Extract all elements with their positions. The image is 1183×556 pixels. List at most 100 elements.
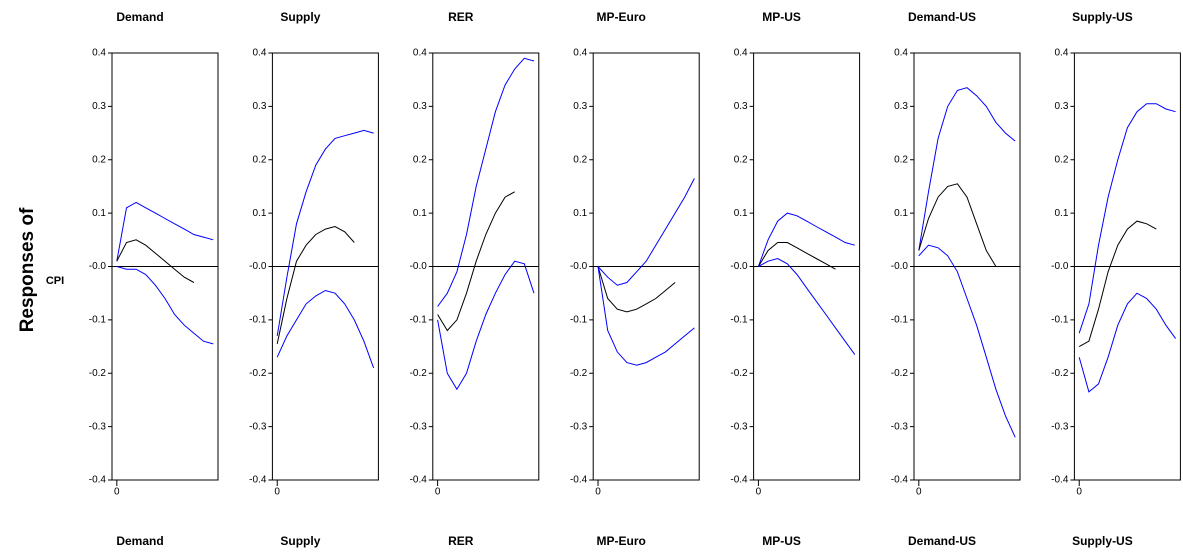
x-axis-title: Supply-US — [1072, 534, 1133, 548]
panel-title: Supply-US — [1072, 10, 1133, 24]
response-line — [116, 201, 214, 262]
x-axis-title: Supply — [280, 534, 320, 548]
x-tick-label: 0 — [1076, 487, 1082, 498]
x-axis-title: Demand — [116, 534, 163, 548]
y-tick-label: 0.2 — [573, 154, 587, 165]
response-line — [276, 289, 375, 369]
y-tick-label: -0.4 — [730, 475, 748, 486]
y-tick-label: 0.1 — [573, 208, 587, 219]
x-axis-title: Demand-US — [908, 534, 976, 548]
x-tick-label: 0 — [756, 487, 762, 498]
response-line — [1078, 103, 1176, 334]
y-tick-label: 0.1 — [734, 208, 748, 219]
y-tick-label: -0.0 — [89, 261, 107, 272]
y-tick-label: 0.1 — [92, 208, 106, 219]
y-tick-label: -0.1 — [89, 315, 107, 326]
y-tick-label: -0.4 — [570, 475, 588, 486]
x-tick-label: 0 — [114, 487, 120, 498]
x-axis-title: RER — [448, 534, 474, 548]
panel-title: Supply — [280, 10, 320, 24]
response-line — [597, 266, 676, 313]
y-tick-label: 0.3 — [894, 101, 908, 112]
y-tick-label: 0.3 — [252, 101, 266, 112]
y-tick-label: 0.1 — [252, 208, 266, 219]
y-tick-label: -0.4 — [891, 475, 909, 486]
response-line — [437, 260, 535, 391]
response-line — [918, 183, 997, 267]
response-line — [276, 225, 355, 345]
y-tick-label: 0.4 — [734, 48, 748, 59]
y-tick-label: 0.2 — [252, 154, 266, 165]
response-line — [757, 242, 836, 270]
response-line — [1078, 292, 1177, 393]
y-tick-label: -0.3 — [891, 421, 909, 432]
y-tick-label: -0.2 — [570, 368, 588, 379]
variable-label: CPI — [46, 275, 64, 287]
y-tick-label: -0.2 — [891, 368, 909, 379]
y-tick-label: 0.4 — [252, 48, 266, 59]
y-tick-label: -0.1 — [410, 315, 428, 326]
y-tick-label: -0.0 — [410, 261, 428, 272]
y-tick-label: 0.3 — [92, 101, 106, 112]
response-line — [918, 87, 1016, 251]
y-tick-label: -0.0 — [570, 261, 588, 272]
y-tick-label: 0.2 — [413, 154, 427, 165]
y-tick-label: -0.3 — [730, 421, 748, 432]
y-tick-label: 0.3 — [413, 101, 427, 112]
y-tick-label: -0.3 — [89, 421, 107, 432]
y-tick-label: -0.0 — [249, 261, 267, 272]
response-line — [757, 212, 855, 267]
y-tick-label: -0.4 — [89, 475, 107, 486]
y-tick-label: 0.3 — [573, 101, 587, 112]
y-tick-label: 0.3 — [1054, 101, 1068, 112]
y-tick-label: -0.4 — [1051, 475, 1069, 486]
y-tick-label: 0.4 — [573, 48, 587, 59]
y-axis-title: Responses of — [17, 207, 38, 332]
y-tick-label: -0.1 — [730, 315, 748, 326]
y-tick-label: 0.2 — [92, 154, 106, 165]
panel-title: MP-Euro — [597, 10, 646, 24]
response-line — [597, 178, 695, 286]
y-tick-label: 0.1 — [1054, 208, 1068, 219]
y-tick-label: -0.2 — [1051, 368, 1069, 379]
response-line — [1078, 220, 1157, 348]
y-tick-label: 0.1 — [413, 208, 427, 219]
response-line — [437, 191, 515, 332]
panel-title: Demand-US — [908, 10, 976, 24]
panel-title: RER — [448, 10, 474, 24]
y-tick-label: -0.0 — [891, 261, 909, 272]
y-tick-label: -0.4 — [249, 475, 267, 486]
y-tick-label: -0.0 — [730, 261, 748, 272]
response-line — [116, 239, 195, 283]
response-line — [758, 257, 856, 355]
y-tick-label: -0.2 — [730, 368, 748, 379]
y-tick-label: -0.0 — [1051, 261, 1069, 272]
y-tick-label: -0.2 — [249, 368, 267, 379]
y-tick-label: -0.3 — [249, 421, 267, 432]
x-axis-title: MP-US — [762, 534, 801, 548]
response-line — [116, 266, 214, 345]
y-tick-label: 0.4 — [413, 48, 427, 59]
y-tick-label: 0.2 — [734, 154, 748, 165]
y-tick-label: -0.2 — [89, 368, 107, 379]
response-line — [437, 57, 535, 307]
panel-title: Demand — [116, 10, 163, 24]
y-tick-label: -0.3 — [1051, 421, 1069, 432]
y-tick-label: 0.4 — [894, 48, 908, 59]
response-line — [918, 244, 1016, 438]
y-tick-label: -0.3 — [570, 421, 588, 432]
y-tick-label: 0.2 — [894, 154, 908, 165]
y-tick-label: 0.1 — [894, 208, 908, 219]
x-axis-title: MP-Euro — [597, 534, 646, 548]
x-tick-label: 0 — [595, 487, 601, 498]
response-line — [597, 266, 695, 366]
y-tick-label: 0.3 — [734, 101, 748, 112]
y-tick-label: 0.2 — [1054, 154, 1068, 165]
x-tick-label: 0 — [274, 487, 280, 498]
x-tick-label: 0 — [435, 487, 441, 498]
panel-title: MP-US — [762, 10, 801, 24]
y-tick-label: -0.1 — [1051, 315, 1069, 326]
y-tick-label: -0.1 — [570, 315, 588, 326]
y-tick-label: -0.4 — [410, 475, 428, 486]
